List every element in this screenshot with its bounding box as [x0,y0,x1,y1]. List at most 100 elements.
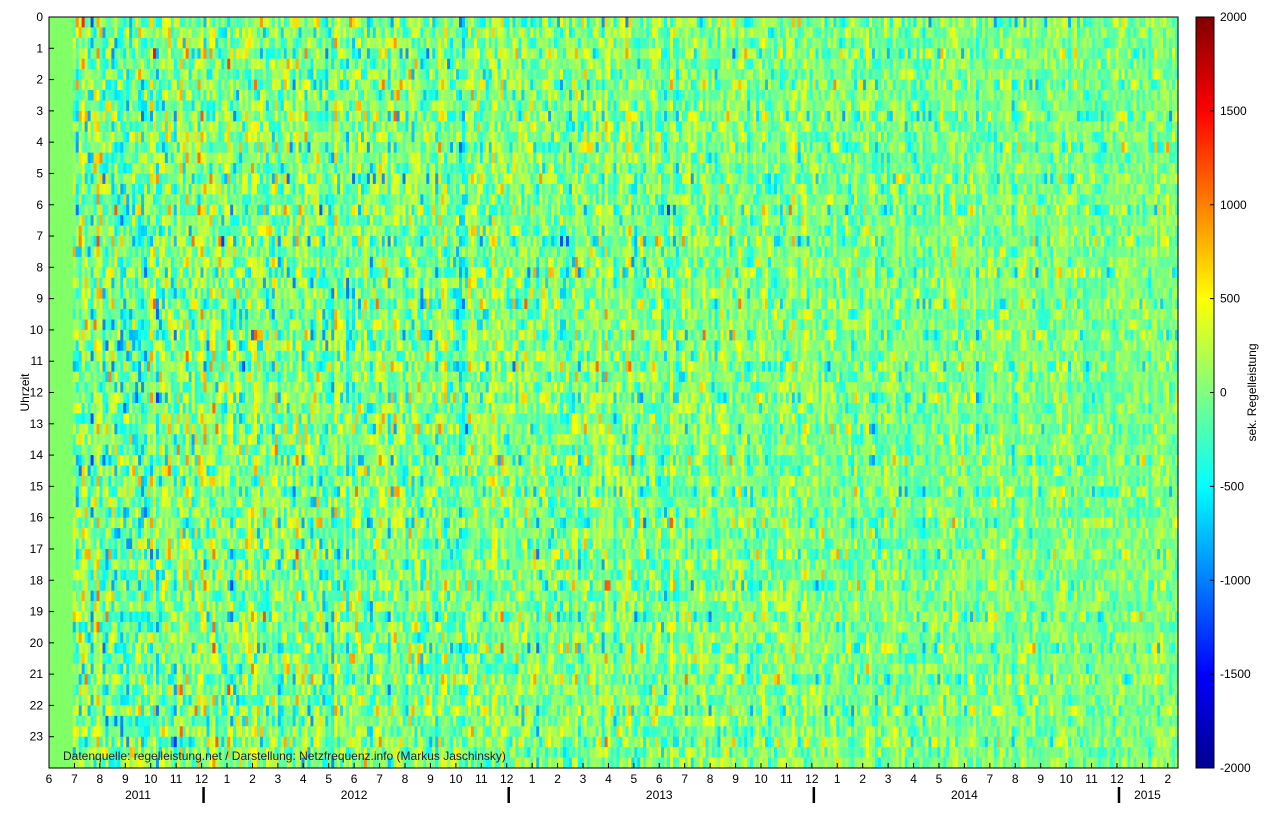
heatmap-cell [54,225,59,237]
heatmap-cell [96,288,101,300]
heatmap-cell [108,590,112,602]
heatmap-cell [152,402,157,414]
heatmap-cell [155,152,160,164]
heatmap-cell [135,17,139,29]
heatmap-cell [152,580,157,592]
heatmap-cell [138,256,142,268]
heatmap-cell [152,329,157,341]
heatmap-cell [60,340,65,352]
heatmap-cell [150,309,154,321]
heatmap-cell [75,736,80,748]
heatmap-cell [51,256,56,268]
heatmap-cell [117,37,121,49]
heatmap-cell [138,183,142,195]
heatmap-cell [66,434,71,446]
heatmap-cell [105,267,110,279]
heatmap-cell [60,621,65,633]
heatmap-cell [75,288,80,300]
heatmap-cell [117,590,121,602]
heatmap-cell [75,350,80,362]
heatmap-cell [147,694,151,707]
heatmap-cell [51,204,56,216]
heatmap-cell [63,267,68,279]
heatmap-cell [57,382,62,394]
heatmap-cell [123,183,127,195]
heatmap-cell [152,465,157,477]
heatmap-cell [147,684,151,696]
heatmap-cell [78,90,83,102]
heatmap-cell [117,90,121,102]
heatmap-cell [120,528,124,540]
heatmap-cell [123,548,127,560]
heatmap-cell [96,215,101,227]
heatmap-cell [141,256,145,268]
heatmap-cell [57,507,62,519]
heatmap-cell [132,580,136,592]
heatmap-cell [72,726,77,738]
heatmap-cell [126,256,130,268]
heatmap-cell [144,569,148,581]
heatmap-cell [108,559,112,571]
heatmap-cell [102,350,107,362]
heatmap-cell [129,298,133,310]
heatmap-cell [84,705,89,717]
heatmap-cell [78,632,83,644]
heatmap-cell [49,642,53,654]
heatmap-cell [150,382,154,394]
heatmap-cell [147,100,151,112]
heatmap-cell [108,423,112,435]
heatmap-cell [57,215,62,227]
heatmap-cell [72,611,77,623]
heatmap-cell [99,27,104,39]
heatmap-cell [152,183,157,195]
heatmap-cell [114,236,118,248]
heatmap-cell [66,548,71,560]
heatmap-cell [126,329,130,341]
heatmap-cell [54,757,59,769]
heatmap-cell [78,236,83,248]
heatmap-cell [49,236,53,248]
heatmap-cell [51,402,56,414]
heatmap-cell [117,131,121,143]
heatmap-cell [51,236,56,248]
heatmap-cell [150,236,154,248]
heatmap-cell [129,37,133,49]
heatmap-cell [102,163,107,175]
heatmap-cell [69,79,74,91]
heatmap-cell [93,726,98,738]
heatmap-cell [144,621,148,633]
heatmap-cell [87,705,92,717]
heatmap-cell [60,58,65,70]
heatmap-cell [96,163,101,175]
heatmap-cell [102,37,107,49]
heatmap-cell [69,747,74,759]
heatmap-cell [120,215,124,227]
heatmap-cell [57,225,62,237]
heatmap-cell [90,726,95,738]
heatmap-cell [90,674,95,686]
heatmap-cell [66,715,71,727]
heatmap-cell [96,663,101,675]
heatmap-cell [111,100,115,112]
heatmap-cell [144,402,148,414]
heatmap-cell [152,507,157,519]
heatmap-cell [126,444,130,456]
heatmap-cell [147,215,151,227]
heatmap-cell [126,27,130,39]
heatmap-cell [84,58,89,70]
heatmap-cell [135,110,139,122]
heatmap-cell [147,621,151,633]
heatmap-cell [129,694,133,707]
heatmap-cell [99,674,104,686]
heatmap-cell [144,684,148,696]
heatmap-cell [87,183,92,195]
heatmap-cell [147,757,151,769]
heatmap-cell [120,236,124,248]
heatmap-cell [102,465,107,477]
heatmap-cell [60,37,65,49]
heatmap-cell [117,694,121,707]
heatmap-cell [84,37,89,49]
heatmap-cell [129,528,133,540]
heatmap-cell [72,309,77,321]
heatmap-cell [69,236,74,248]
